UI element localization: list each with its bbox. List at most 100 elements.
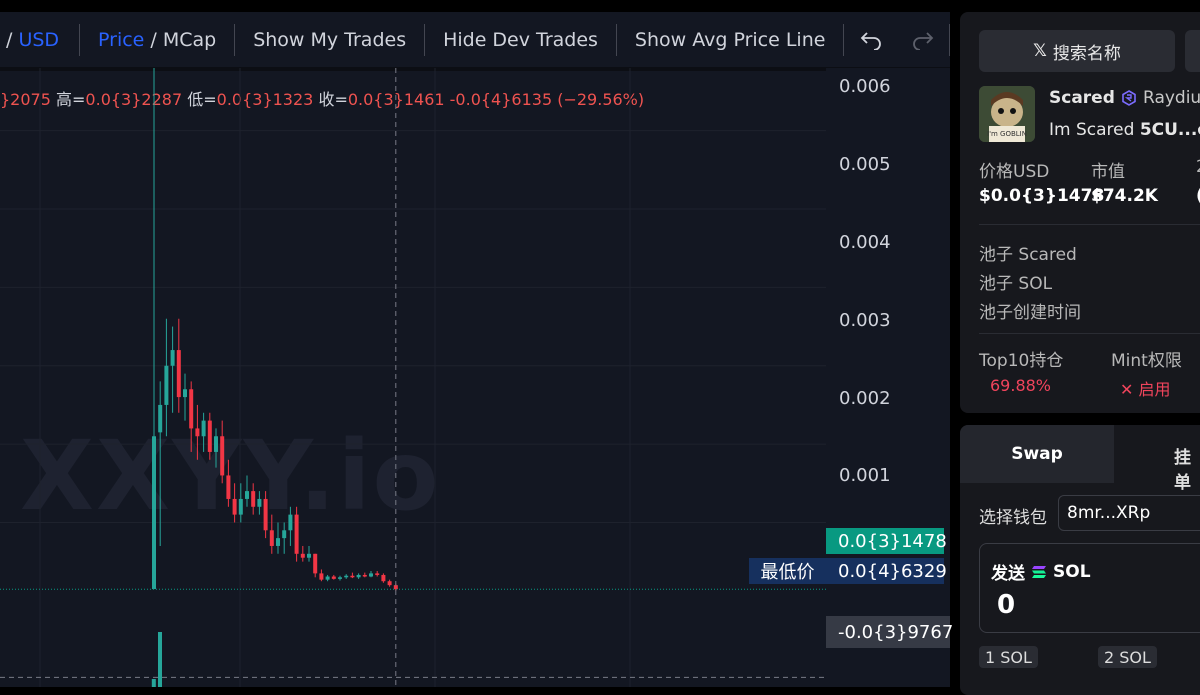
ohlc-close-key: 收= bbox=[318, 90, 348, 109]
send-label-row: 发送 SOL bbox=[991, 559, 1091, 585]
toolbar-separator bbox=[424, 23, 426, 56]
candle-body bbox=[195, 428, 200, 437]
price-option[interactable]: Price bbox=[98, 28, 145, 51]
candle-body bbox=[263, 498, 268, 531]
price-tick: 0.005 bbox=[839, 154, 891, 175]
candle-body bbox=[251, 491, 256, 507]
send-amount-input[interactable]: 0 bbox=[997, 590, 1016, 620]
mint-label: Mint权限 bbox=[1111, 351, 1182, 371]
price-usd-value: $0.0{3}1478 bbox=[979, 186, 1105, 206]
ohlc-high-value: 0.0{3}2287 bbox=[85, 90, 183, 109]
hide-dev-trades-button[interactable]: Hide Dev Trades bbox=[443, 28, 598, 51]
show-my-trades-button[interactable]: Show My Trades bbox=[253, 28, 407, 51]
candle-body bbox=[319, 573, 324, 580]
currency-usd[interactable]: USD bbox=[18, 28, 60, 51]
candle-body bbox=[313, 553, 318, 574]
candle-body bbox=[276, 538, 280, 546]
top10-value: 69.88% bbox=[990, 376, 1052, 395]
candle-body bbox=[220, 436, 225, 476]
wallet-label: 选择钱包 bbox=[979, 508, 1047, 528]
token-info-panel bbox=[960, 12, 1200, 413]
divider bbox=[979, 333, 1200, 334]
toolbar-separator bbox=[843, 23, 845, 56]
candle-body bbox=[362, 574, 367, 577]
extra-button[interactable] bbox=[1185, 30, 1200, 72]
wallet-select[interactable]: 8mr...XRp bbox=[1058, 495, 1200, 531]
mcap-label: 市值 bbox=[1091, 162, 1125, 182]
token-symbol: Scared bbox=[1049, 88, 1115, 108]
dex-name: Raydiu bbox=[1143, 88, 1200, 108]
candle-body bbox=[350, 575, 355, 578]
candle-body bbox=[282, 530, 287, 539]
lowest-price-tag: 0.0{4}6329 bbox=[826, 558, 947, 584]
candle-body bbox=[226, 475, 231, 499]
search-label: 搜索名称 bbox=[1052, 43, 1121, 64]
candle-body bbox=[152, 436, 156, 590]
avatar-caption: I'm GOBLIN bbox=[987, 130, 1027, 138]
volume-bar bbox=[151, 679, 156, 687]
currency-toggle[interactable]: / USD bbox=[0, 12, 59, 67]
send-token: SOL bbox=[1053, 561, 1091, 582]
candle-body bbox=[307, 553, 311, 558]
candle-body bbox=[325, 576, 330, 580]
pool-created-label: 池子创建时间 bbox=[979, 303, 1081, 323]
toolbar-separator bbox=[234, 23, 236, 56]
token-name: Im Scared bbox=[1049, 120, 1135, 140]
candle-body bbox=[257, 498, 262, 507]
dex-info[interactable]: Raydiu bbox=[1121, 88, 1200, 108]
candle-body bbox=[269, 530, 274, 546]
ohlc-low-value: 0.0{3}1323 bbox=[216, 90, 314, 109]
x-icon: 𝕏 bbox=[1033, 41, 1047, 61]
toolbar-separator bbox=[949, 23, 950, 56]
candle-body bbox=[294, 514, 299, 554]
undo-icon[interactable] bbox=[844, 12, 896, 67]
send-box[interactable] bbox=[979, 543, 1200, 633]
mcap-option[interactable]: MCap bbox=[162, 28, 217, 51]
tab-limit-order[interactable]: 挂单 bbox=[1174, 448, 1191, 493]
candle-body bbox=[170, 350, 175, 366]
quick-amount-2-sol[interactable]: 2 SOL bbox=[1098, 646, 1157, 668]
chart-toolbar: / USD Price / MCap Show My Trades Hide D… bbox=[0, 12, 950, 71]
price-scale[interactable]: 0.006 0.005 0.004 0.003 0.002 0.001 bbox=[826, 68, 950, 687]
price-tick: 0.004 bbox=[839, 232, 891, 253]
divider bbox=[979, 224, 1200, 225]
price-mcap-toggle[interactable]: Price / MCap bbox=[80, 12, 234, 67]
stat-col3-label: 2 bbox=[1196, 157, 1200, 177]
candle-body bbox=[158, 404, 163, 433]
candle-body bbox=[201, 420, 206, 437]
raydium-icon bbox=[1122, 90, 1136, 106]
candle-body bbox=[331, 576, 336, 579]
token-address[interactable]: 5CU...oc bbox=[1139, 120, 1200, 140]
price-usd-label: 价格USD bbox=[979, 162, 1050, 182]
candle-body bbox=[288, 514, 293, 531]
token-avatar: I'm GOBLIN bbox=[979, 86, 1035, 142]
candle-body bbox=[189, 389, 194, 429]
toolbar-separator bbox=[615, 23, 617, 56]
candle-body bbox=[245, 491, 249, 499]
redo-icon[interactable] bbox=[897, 12, 949, 67]
candle-body bbox=[369, 573, 373, 577]
quick-amount-1-sol[interactable]: 1 SOL bbox=[979, 646, 1038, 668]
candlestick-chart[interactable] bbox=[0, 68, 826, 687]
price-tick: 0.003 bbox=[839, 310, 891, 331]
show-avg-price-line-button[interactable]: Show Avg Price Line bbox=[634, 28, 826, 51]
price-tick: 0.001 bbox=[839, 465, 891, 486]
candle-body bbox=[393, 585, 398, 590]
candle-body bbox=[164, 365, 169, 405]
candle-body bbox=[300, 553, 305, 558]
tab-swap[interactable]: Swap bbox=[960, 425, 1114, 483]
ohlc-legend: }2075 高=0.0{3}2287 低=0.0{3}1323 收=0.0{3}… bbox=[0, 86, 644, 110]
top10-label: Top10持仓 bbox=[979, 351, 1064, 371]
candle-body bbox=[176, 350, 181, 398]
search-button[interactable]: 𝕏 搜索名称 bbox=[979, 30, 1175, 72]
price-tick: 0.006 bbox=[839, 76, 891, 97]
candle-body bbox=[356, 574, 361, 578]
candle-body bbox=[381, 574, 386, 582]
last-price-tag: 0.0{3}1478 bbox=[826, 528, 947, 554]
lowest-price-label: 最低价 bbox=[749, 558, 826, 584]
pool-token-label: 池子 Scared bbox=[979, 245, 1077, 265]
ohlc-low-key: 低= bbox=[187, 90, 217, 109]
candle-body bbox=[238, 498, 243, 515]
candle-body bbox=[207, 420, 212, 452]
crosshair-price-tag: -0.0{3}9767 bbox=[826, 616, 953, 648]
